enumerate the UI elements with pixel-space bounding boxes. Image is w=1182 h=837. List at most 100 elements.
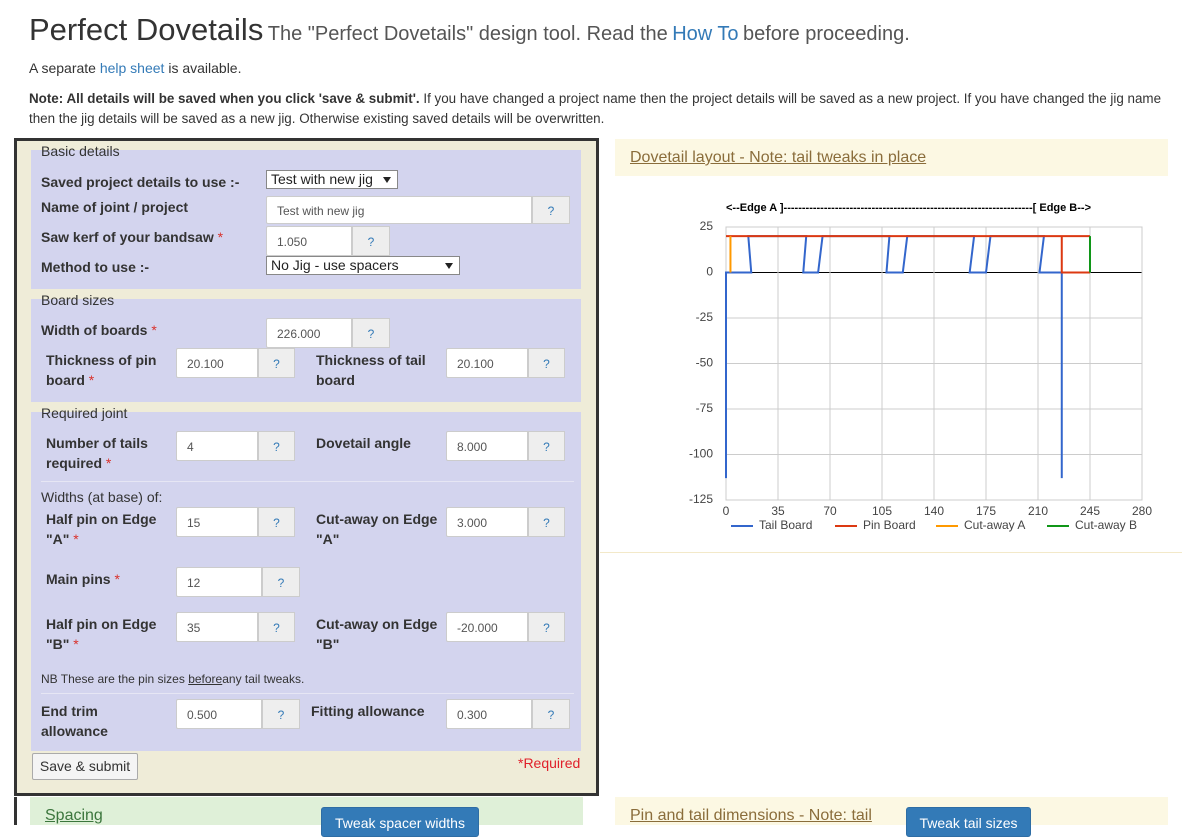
note-bold: Note: All details will be saved when you… [29, 91, 420, 106]
x-tick-label: 140 [924, 504, 944, 518]
x-tick-label: 35 [771, 504, 785, 518]
text-input[interactable]: 12 [176, 567, 262, 597]
field-label: Thickness of tail board [316, 350, 441, 390]
help-button[interactable]: ? [262, 567, 300, 597]
x-tick-label: 175 [976, 504, 996, 518]
layout-panel [600, 138, 1182, 553]
label-text: Thickness of tail board [316, 352, 426, 388]
text-input[interactable]: 0.300 [446, 699, 532, 729]
tweak-spacer-button[interactable]: Tweak spacer widths [321, 807, 479, 837]
label-text: Thickness of pin board [46, 352, 157, 388]
help-button[interactable]: ? [528, 507, 565, 537]
layout-heading[interactable]: Dovetail layout - Note: tail tweaks in p… [630, 149, 927, 166]
help-button[interactable]: ? [258, 612, 295, 642]
text: A separate [29, 60, 96, 76]
text-input[interactable]: 226.000 [266, 318, 352, 348]
field-label: Thickness of pin board * [46, 350, 171, 390]
field-label: Method to use :- [41, 257, 261, 277]
text-input[interactable]: 15 [176, 507, 258, 537]
text-input[interactable]: 35 [176, 612, 258, 642]
help-line: A separate help sheet is available. [29, 60, 241, 76]
field-label: Name of joint / project [41, 197, 261, 217]
y-tick-label: -25 [696, 310, 714, 324]
how-to-link[interactable]: How To [672, 23, 739, 45]
label-text: Number of tails required [46, 435, 148, 471]
text-input[interactable]: 4 [176, 431, 258, 461]
required-mark: * [151, 322, 157, 338]
field-label: Saved project details to use :- [41, 172, 261, 192]
help-button[interactable]: ? [532, 699, 570, 729]
label-text: Saved project details to use :- [41, 174, 240, 190]
chart: <--Edge A ]-----------------------------… [689, 202, 1152, 532]
label-text: Dovetail angle [316, 435, 411, 451]
legend-label: Cut-away B [1075, 518, 1137, 532]
section-legend: Basic details [41, 143, 120, 159]
legend-label: Cut-away A [964, 518, 1025, 532]
required-mark: * [88, 372, 95, 388]
required-mark: * [114, 571, 120, 587]
label-text: End trim allowance [41, 703, 108, 739]
submit-button[interactable]: Save & submit [32, 753, 138, 780]
label-text: Cut-away on Edge "B" [316, 616, 438, 652]
border [14, 797, 17, 825]
field-label: Half pin on Edge "B" * [46, 614, 171, 654]
select[interactable]: No Jig - use spacers [266, 256, 460, 275]
text-input[interactable]: 20.100 [176, 348, 258, 378]
help-button[interactable]: ? [528, 431, 565, 461]
tweak-tail-button[interactable]: Tweak tail sizes [906, 807, 1031, 837]
text-input[interactable]: 8.000 [446, 431, 528, 461]
text-input[interactable]: 20.100 [446, 348, 528, 378]
select[interactable]: Test with new jig [266, 170, 398, 189]
y-tick-label: 0 [706, 265, 713, 279]
help-sheet-link[interactable]: help sheet [99, 60, 165, 76]
required-mark: * [105, 455, 112, 471]
form: Basic details Saved project details to us… [31, 143, 581, 780]
field-label: End trim allowance [41, 701, 166, 741]
y-tick-label: 25 [700, 219, 714, 233]
x-tick-label: 280 [1132, 504, 1152, 518]
text-input[interactable]: Test with new jig [266, 196, 532, 224]
text-input[interactable]: 1.050 [266, 226, 352, 256]
label-text: Method to use :- [41, 259, 150, 275]
required-note: *Required [518, 755, 581, 771]
help-button[interactable]: ? [532, 196, 570, 224]
dimensions-link[interactable]: Pin and tail dimensions - Note: tail [630, 807, 872, 824]
spacing-link[interactable]: Spacing [45, 807, 103, 824]
dimensions-bar: Pin and tail dimensions - Note: tail Twe… [615, 797, 1168, 837]
label-text: Half pin on Edge "A" [46, 511, 157, 547]
field-label: Fitting allowance [311, 701, 436, 721]
required-mark: * [217, 229, 224, 245]
nb-note: NB These are the pin sizes beforeany tai… [41, 672, 304, 686]
help-button[interactable]: ? [352, 318, 390, 348]
spacing-bar: Spacing Tweak spacer widths [30, 797, 583, 837]
required-mark: * [73, 531, 79, 547]
text-input[interactable]: 0.500 [176, 699, 262, 729]
subheading: Widths (at base) of: [41, 489, 163, 505]
y-tick-label: -50 [696, 356, 714, 370]
y-tick-label: -100 [689, 447, 713, 461]
page-title: Perfect Dovetails [29, 12, 264, 47]
y-tick-label: -75 [696, 401, 714, 415]
help-button[interactable]: ? [528, 612, 565, 642]
field-label: Half pin on Edge "A" * [46, 509, 171, 549]
help-button[interactable]: ? [258, 348, 295, 378]
text-input[interactable]: 3.000 [446, 507, 528, 537]
help-button[interactable]: ? [258, 431, 295, 461]
label-text: Fitting allowance [311, 703, 425, 719]
label-text: Width of boards [41, 322, 148, 338]
label-text: Saw kerf of your bandsaw [41, 229, 214, 245]
help-button[interactable]: ? [262, 699, 300, 729]
chart-annotation: <--Edge A ]-----------------------------… [726, 202, 1091, 214]
field-label: Saw kerf of your bandsaw * [41, 227, 261, 247]
help-button[interactable]: ? [352, 226, 390, 256]
help-button[interactable]: ? [258, 507, 295, 537]
divider [41, 481, 574, 482]
y-tick-label: -125 [689, 492, 713, 506]
field-label: Number of tails required * [46, 433, 171, 473]
text-input[interactable]: -20.000 [446, 612, 528, 642]
note-text: any tail tweaks. [222, 672, 305, 686]
label-text: Cut-away on Edge "A" [316, 511, 438, 547]
help-button[interactable]: ? [528, 348, 565, 378]
note: Note: All details will be saved when you… [29, 89, 1169, 129]
